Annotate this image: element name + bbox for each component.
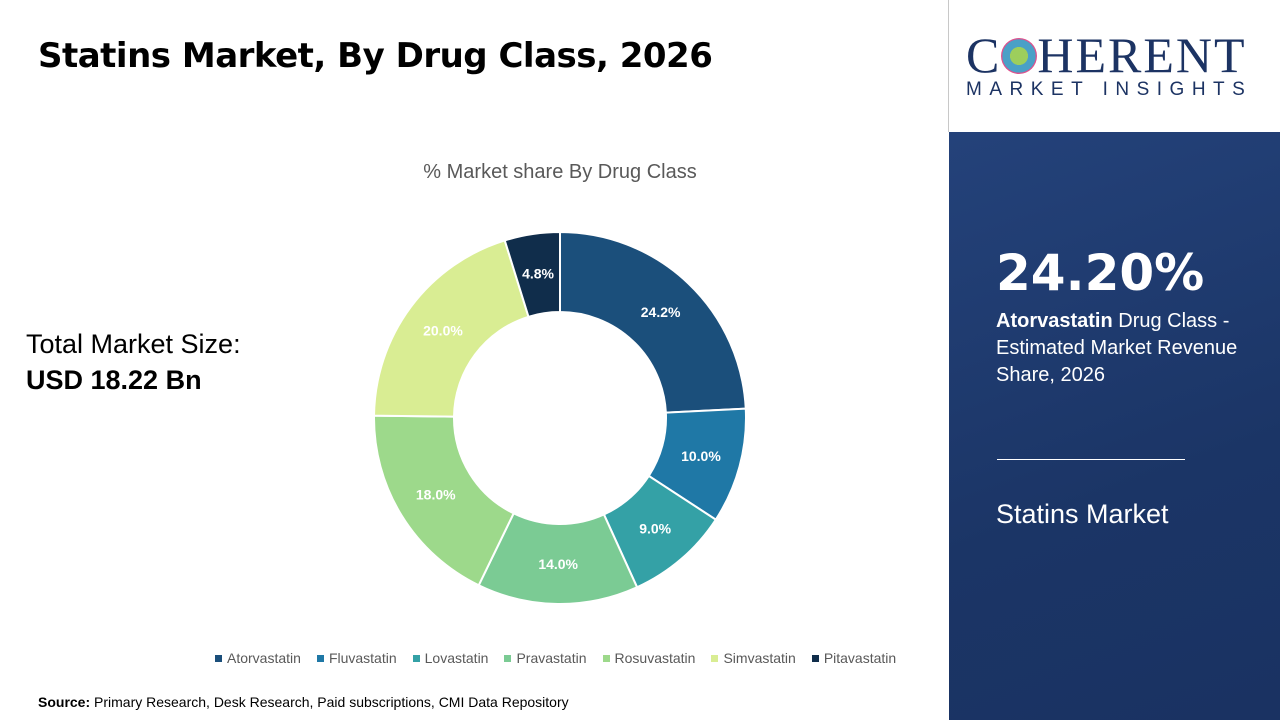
panel-divider: [997, 459, 1185, 460]
legend-swatch: [504, 655, 512, 662]
highlight-description: Atorvastatin Drug Class - Estimated Mark…: [996, 310, 1238, 386]
data-label: 20.0%: [423, 323, 463, 339]
legend-item: Rosuvastatin: [602, 650, 696, 666]
legend: Atorvastatin Fluvastatin Lovastatin Pravast…: [215, 650, 896, 666]
page-title: Statins Market, By Drug Class, 2026: [38, 36, 713, 76]
donut-slice-pitavastatin: [503, 230, 561, 319]
highlight-percent: 24.20%: [996, 244, 1205, 302]
legend-label: Lovastatin: [424, 650, 489, 666]
source-note: Source: Primary Research, Desk Research,…: [38, 694, 569, 710]
total-market-size: Total Market Size: USD 18.22 Bn: [26, 326, 241, 398]
donut-slice-rosuvastatin: [373, 414, 516, 587]
market-name: Statins Market: [996, 499, 1169, 529]
legend-item: Pravastatin: [504, 650, 587, 666]
data-label: 18.0%: [416, 487, 456, 503]
legend-label: Atorvastatin: [227, 650, 301, 666]
donut-slice-simvastatin: [373, 239, 530, 418]
legend-swatch: [811, 655, 819, 662]
data-label: 24.2%: [641, 304, 681, 320]
legend-item: Pitavastatin: [811, 650, 897, 666]
globe-icon: [1001, 38, 1038, 74]
legend-swatch: [316, 655, 324, 662]
legend-item: Simvastatin: [711, 650, 796, 666]
highlight-panel: 24.20% Atorvastatin Drug Class - Estimat…: [949, 132, 1280, 720]
data-label: 4.8%: [522, 266, 554, 282]
legend-label: Simvastatin: [723, 650, 796, 666]
donut-slice-atorvastatin: [559, 230, 747, 414]
data-label: 14.0%: [538, 556, 578, 572]
legend-label: Pitavastatin: [823, 650, 897, 666]
legend-item: Lovastatin: [412, 650, 489, 666]
legend-swatch: [711, 655, 719, 662]
chart-title: % Market share By Drug Class: [423, 161, 697, 183]
data-label: 10.0%: [681, 448, 721, 464]
data-label: 9.0%: [639, 521, 671, 537]
legend-label: Pravastatin: [516, 650, 587, 666]
legend-label: Fluvastatin: [328, 650, 397, 666]
legend-item: Atorvastatin: [215, 650, 301, 666]
legend-swatch: [602, 655, 610, 662]
legend-item: Fluvastatin: [316, 650, 397, 666]
total-value: USD 18.22 Bn: [26, 365, 202, 395]
legend-swatch: [215, 655, 222, 662]
divider: [948, 0, 949, 132]
legend-label: Rosuvastatin: [614, 650, 696, 666]
legend-swatch: [412, 655, 420, 662]
total-label: Total Market Size:: [26, 329, 241, 359]
logo: C HERENT MARKET INSIGHTS: [966, 27, 1253, 100]
